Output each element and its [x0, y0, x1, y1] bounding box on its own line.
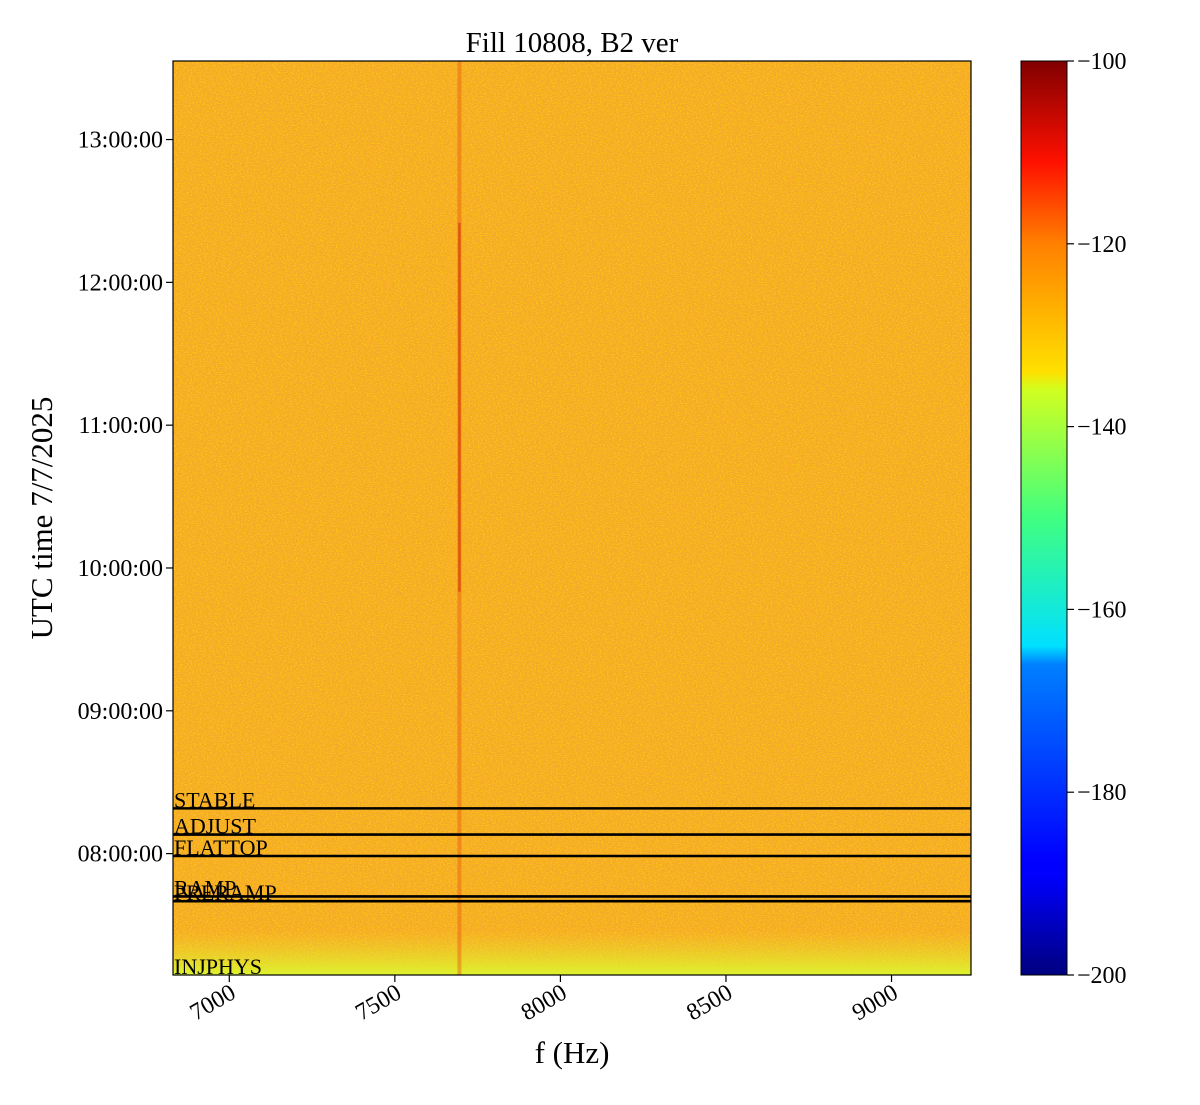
beam-mode-label: PRERAMP	[174, 880, 277, 905]
x-tick-label: 8500	[682, 980, 737, 1027]
y-axis: 08:00:00 09:00:00 10:00:00 11:00:00 12:00:00…	[78, 128, 173, 868]
colorbar-tick-label: −160	[1077, 597, 1127, 623]
vertical-line-core	[458, 222, 461, 592]
chart-title: Fill 10808, B2 ver	[466, 27, 679, 59]
x-tick-label: 8000	[517, 980, 572, 1027]
heatmap-noise-yellow	[173, 61, 971, 975]
colorbar-tick-label: −140	[1077, 415, 1127, 441]
y-tick-label: 13:00:00	[78, 128, 163, 154]
colorbar: −200 −180 −160 −140 −120 −100	[1020, 49, 1127, 989]
y-tick-label: 12:00:00	[78, 270, 163, 296]
x-tick-label: 7000	[186, 980, 241, 1027]
x-axis: 7000 7500 8000 8500 9000	[186, 975, 903, 1026]
x-tick-label: 9000	[848, 980, 903, 1027]
colorbar-ticks: −200 −180 −160 −140 −120 −100	[1067, 49, 1127, 989]
y-axis-label: UTC time 7/7/2025	[24, 397, 59, 640]
beam-mode-label: STABLE	[174, 787, 255, 812]
x-axis-label: f (Hz)	[535, 1035, 610, 1070]
colorbar-tick-label: −200	[1077, 963, 1127, 989]
y-tick-label: 10:00:00	[78, 556, 163, 582]
y-tick-label: 11:00:00	[79, 413, 163, 439]
colorbar-tick-label: −100	[1077, 49, 1127, 75]
x-tick-label: 7500	[351, 980, 406, 1027]
beam-mode-label: RAMP	[174, 875, 236, 900]
y-tick-label: 08:00:00	[78, 842, 163, 868]
y-tick-label: 09:00:00	[78, 699, 163, 725]
beam-mode-label: ADJUST	[174, 814, 256, 839]
heatmap-bottom-fade	[173, 930, 971, 975]
spectral-features	[457, 61, 462, 975]
beam-mode-label: FLATTOP	[174, 835, 268, 860]
colorbar-tick-label: −120	[1077, 232, 1127, 258]
plot-frame	[172, 60, 972, 976]
colorbar-tick-label: −180	[1077, 780, 1127, 806]
colorbar-gradient	[1020, 60, 1068, 976]
